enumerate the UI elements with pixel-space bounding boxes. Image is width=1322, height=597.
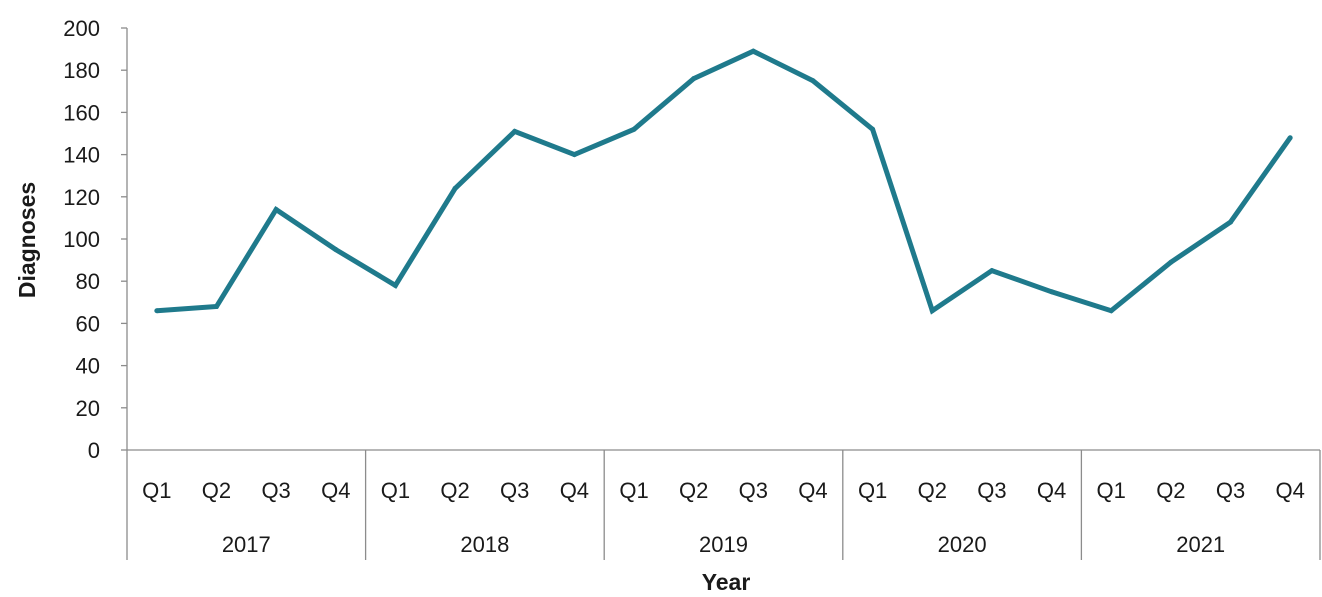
- data-point: [333, 247, 339, 253]
- x-tick-label-quarter: Q3: [1216, 478, 1245, 503]
- x-group-label-year: 2018: [460, 532, 509, 557]
- x-tick-label-quarter: Q3: [739, 478, 768, 503]
- x-tick-label-quarter: Q2: [918, 478, 947, 503]
- x-tick-label-quarter: Q1: [381, 478, 410, 503]
- x-tick-label-quarter: Q4: [1037, 478, 1066, 503]
- x-tick-label-quarter: Q3: [977, 478, 1006, 503]
- x-tick-label-quarter: Q2: [679, 478, 708, 503]
- x-tick-label-quarter: Q4: [321, 478, 350, 503]
- x-tick-label-quarter: Q2: [202, 478, 231, 503]
- y-tick-label: 120: [63, 185, 100, 210]
- y-tick-label: 140: [63, 143, 100, 168]
- y-axis-title: Diagnoses: [14, 182, 40, 298]
- x-tick-label-quarter: Q4: [798, 478, 827, 503]
- data-point: [213, 304, 219, 310]
- x-tick-label-quarter: Q4: [1275, 478, 1304, 503]
- y-tick-label: 100: [63, 227, 100, 252]
- x-group-label-year: 2017: [222, 532, 271, 557]
- x-axis: Q1 Q2 Q3 Q4 Q1 Q2 Q3 Q4 Q1 Q2 Q3 Q4 Q1 Q2 Q3 Q4 Q1 Q2 Q3 Q4…: [126, 449, 1321, 560]
- x-tick-label-quarter: Q1: [1097, 478, 1126, 503]
- x-group-label-year: 2021: [1176, 532, 1225, 557]
- x-group-label-year: 2019: [699, 532, 748, 557]
- x-tick-label-quarter: Q3: [261, 478, 290, 503]
- x-group-label-year: 2020: [938, 532, 987, 557]
- series-layer: [154, 48, 1293, 315]
- data-point: [929, 308, 935, 314]
- data-point: [1108, 308, 1114, 314]
- y-tick-label: 180: [63, 58, 100, 83]
- x-tick-label-quarter: Q1: [619, 478, 648, 503]
- data-point: [154, 308, 160, 314]
- x-tick-label-quarter: Q1: [142, 478, 171, 503]
- x-tick-label-quarter: Q1: [858, 478, 887, 503]
- data-point: [989, 268, 995, 274]
- y-tick-label: 20: [76, 396, 100, 421]
- x-tick-label-quarter: Q2: [440, 478, 469, 503]
- data-point: [1287, 135, 1293, 141]
- x-tick-label-quarter: Q2: [1156, 478, 1185, 503]
- data-point: [392, 282, 398, 288]
- data-point: [1228, 219, 1234, 225]
- x-axis-title: Year: [702, 569, 751, 595]
- y-tick-label: 200: [63, 16, 100, 41]
- data-point: [810, 78, 816, 84]
- y-axis: 0 20 40 60 80 100 120 140 160 180 200: [63, 16, 128, 463]
- y-tick-label: 60: [76, 311, 100, 336]
- series-line-0: [156, 48, 1293, 315]
- y-tick-label: 80: [76, 269, 100, 294]
- data-point: [1168, 259, 1174, 265]
- y-tick-label: 160: [63, 100, 100, 125]
- y-tick-label: 40: [76, 354, 100, 379]
- data-point: [273, 206, 279, 212]
- data-point: [452, 185, 458, 191]
- y-tick-label: 0: [88, 438, 100, 463]
- data-point: [870, 126, 876, 132]
- x-tick-label-quarter: Q3: [500, 478, 529, 503]
- data-point: [512, 128, 518, 134]
- data-point: [631, 126, 637, 132]
- data-point: [750, 48, 756, 54]
- data-point: [1049, 289, 1055, 295]
- data-point: [571, 152, 577, 158]
- data-point: [691, 76, 697, 82]
- x-tick-label-quarter: Q4: [560, 478, 589, 503]
